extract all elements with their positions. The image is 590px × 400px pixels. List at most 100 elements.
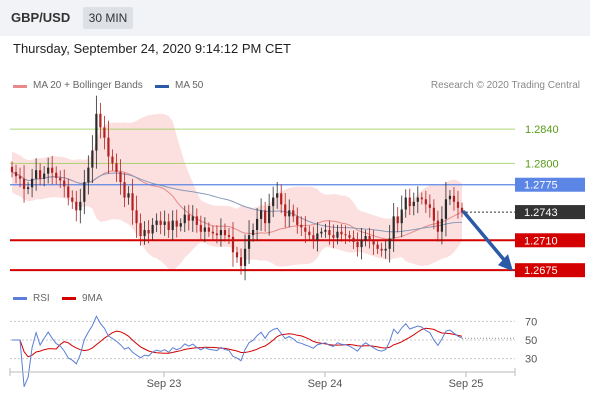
candle-body [111, 156, 114, 164]
candle-body [223, 230, 227, 236]
candle-body [155, 220, 158, 225]
candle-body [296, 216, 299, 225]
rsi-tick-50: 50 [525, 335, 537, 347]
candle-body [243, 248, 247, 266]
candle-body [91, 150, 94, 168]
last-price-tag [515, 205, 585, 220]
candle-body [199, 224, 202, 232]
candle-body [268, 206, 271, 224]
candle-body [396, 216, 399, 224]
candle-body [364, 236, 367, 241]
candle-body [251, 230, 255, 236]
datetime-label: Thursday, September 24, 2020 9:14:12 PM … [13, 41, 291, 56]
candle-body [368, 236, 371, 241]
candle-body [231, 236, 235, 253]
candle-body [99, 113, 102, 128]
candle-body [284, 204, 287, 217]
candle-body [127, 193, 130, 198]
candle-body [247, 235, 251, 249]
candle-body [115, 163, 118, 172]
candle-body [207, 227, 210, 232]
candle-body [235, 252, 239, 258]
candle-body [39, 170, 42, 179]
candle-body [227, 235, 231, 237]
rsi-legend-swatch [13, 297, 27, 300]
candle-body [392, 216, 395, 239]
candle-body [107, 137, 110, 157]
candle-body [292, 210, 295, 217]
rsi-legend-label: RSI [33, 293, 50, 304]
candle-body [332, 235, 335, 238]
copyright-label: Research © 2020 Trading Central [430, 80, 580, 91]
candle-body [432, 207, 435, 221]
candle-body [135, 210, 138, 224]
rsi-ma-line [12, 327, 463, 358]
candle-body [352, 237, 355, 242]
x-tick-label-2: Sep 25 [449, 378, 484, 390]
candle-body [300, 224, 303, 228]
candle-body [460, 207, 464, 213]
candle-body [187, 214, 190, 221]
support-tag-1.2675 [515, 263, 585, 278]
candle-body [288, 210, 291, 217]
support-tag-1.2710 [515, 233, 585, 248]
candle-body [344, 234, 347, 236]
rsi-tick-30: 30 [525, 354, 537, 366]
candle-body [175, 220, 178, 227]
candle-body [312, 235, 315, 241]
candle-body [336, 231, 339, 238]
support-label-1.2710: 1.2710 [524, 235, 558, 247]
candle-body [420, 197, 423, 200]
candle-body [147, 230, 150, 234]
candle-body [163, 221, 166, 225]
candle-body [87, 167, 90, 183]
candle-body [51, 167, 54, 173]
projection-arrow-shaft [462, 210, 508, 264]
candle-body [255, 218, 259, 231]
candle-body [324, 230, 327, 232]
resistance-label-1.2840: 1.2840 [525, 124, 559, 136]
x-tick-label-1: Sep 24 [308, 378, 343, 390]
candle-body [412, 201, 415, 207]
candle-body [143, 230, 146, 236]
timeframe-badge[interactable]: 30 MIN [83, 7, 133, 29]
candle-body [400, 209, 403, 224]
candle-body [10, 166, 14, 172]
candle-body [260, 210, 263, 219]
rsi-ma-legend-label: 9MA [82, 293, 103, 304]
candle-body [376, 244, 379, 249]
x-tick-label-0: Sep 23 [147, 378, 182, 390]
candle-body [43, 173, 46, 179]
candle-body [436, 220, 439, 232]
candle-body [424, 199, 427, 205]
candle-body [183, 214, 186, 224]
pivot-tag [515, 177, 585, 192]
candle-body [203, 227, 206, 232]
candle-body [384, 248, 387, 251]
candle-body [320, 231, 323, 234]
ma50-legend-swatch [155, 85, 169, 88]
candle-body [123, 182, 126, 198]
candle-body [63, 180, 66, 187]
candle-body [47, 167, 50, 174]
candle-body [75, 201, 78, 211]
candle-body [119, 171, 122, 183]
candle-body [404, 197, 407, 210]
candle-body [304, 227, 307, 232]
ma20-legend-label: MA 20 + Bollinger Bands [33, 80, 143, 91]
candle-body [408, 197, 411, 207]
candle-body [416, 197, 419, 202]
candle-body [14, 171, 18, 177]
candle-body [22, 178, 26, 189]
candle-body [191, 216, 194, 221]
candle-body [316, 233, 319, 241]
candle-body [26, 187, 30, 189]
candle-body [219, 230, 223, 236]
candle-body [103, 127, 106, 138]
candle-body [380, 248, 383, 251]
candle-body [67, 186, 70, 198]
last-price-label: 1.2743 [524, 207, 558, 219]
candle-body [71, 197, 74, 202]
candle-body [139, 223, 142, 236]
